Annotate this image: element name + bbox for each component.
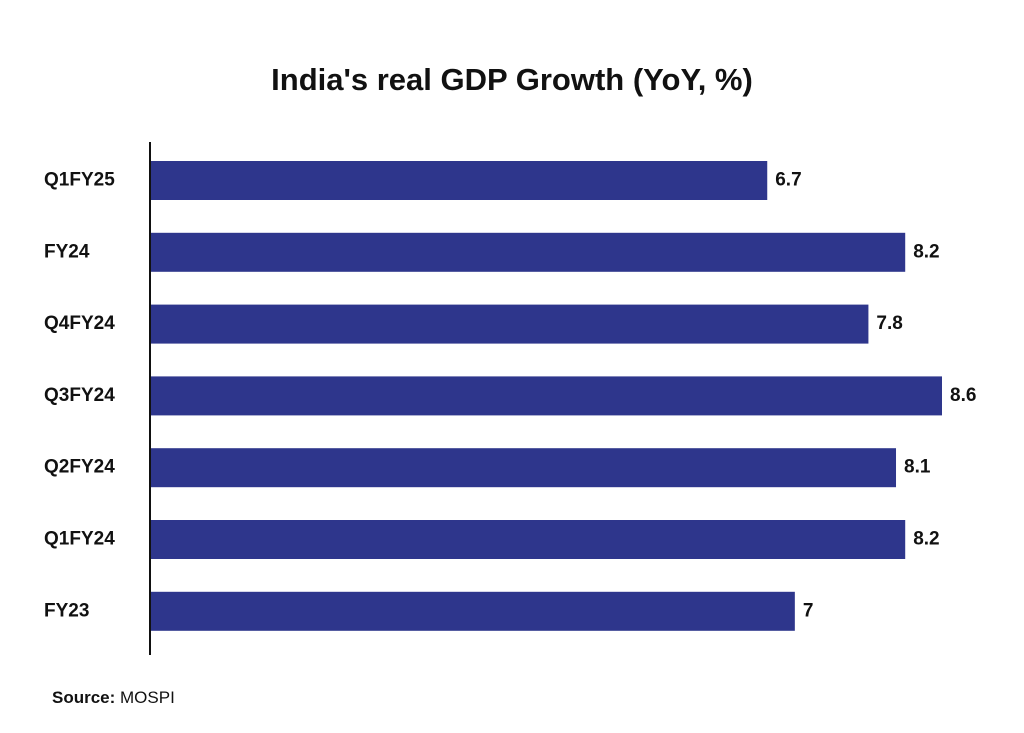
bar-q2fy24 (151, 448, 897, 488)
category-label-q1fy24: Q1FY24 (44, 529, 115, 550)
bars-layer: Q1FY25 6.7 FY24 8.2 Q4FY24 7.8 Q3FY24 8.6 Q2FY24… (44, 161, 976, 631)
category-label-q3fy24: Q3FY24 (44, 385, 115, 406)
category-label-q4fy24: Q4FY24 (44, 313, 115, 334)
bar-fy24 (151, 232, 906, 272)
category-label-q2fy24: Q2FY24 (44, 457, 115, 478)
bar-q1fy25 (151, 161, 768, 200)
chart-title: India's real GDP Growth (YoY, %) (271, 62, 753, 97)
source-note: Source: MOSPI (52, 688, 175, 708)
value-label-fy23: 7 (803, 600, 814, 621)
bar-fy23 (151, 591, 795, 631)
value-label-q1fy25: 6.7 (775, 170, 801, 191)
value-label-fy24: 8.2 (913, 241, 939, 262)
bar-q4fy24 (151, 304, 869, 344)
value-label-q4fy24: 7.8 (876, 313, 902, 334)
category-label-fy24: FY24 (44, 241, 90, 262)
category-label-q1fy25: Q1FY25 (44, 170, 115, 191)
category-label-fy23: FY23 (44, 600, 89, 621)
source-value: MOSPI (115, 688, 175, 707)
bar-q3fy24 (151, 376, 942, 416)
value-label-q1fy24: 8.2 (913, 529, 939, 550)
bar-q1fy24 (151, 520, 906, 559)
source-label: Source: (52, 688, 116, 707)
value-label-q2fy24: 8.1 (904, 457, 931, 478)
value-label-q3fy24: 8.6 (950, 385, 976, 406)
